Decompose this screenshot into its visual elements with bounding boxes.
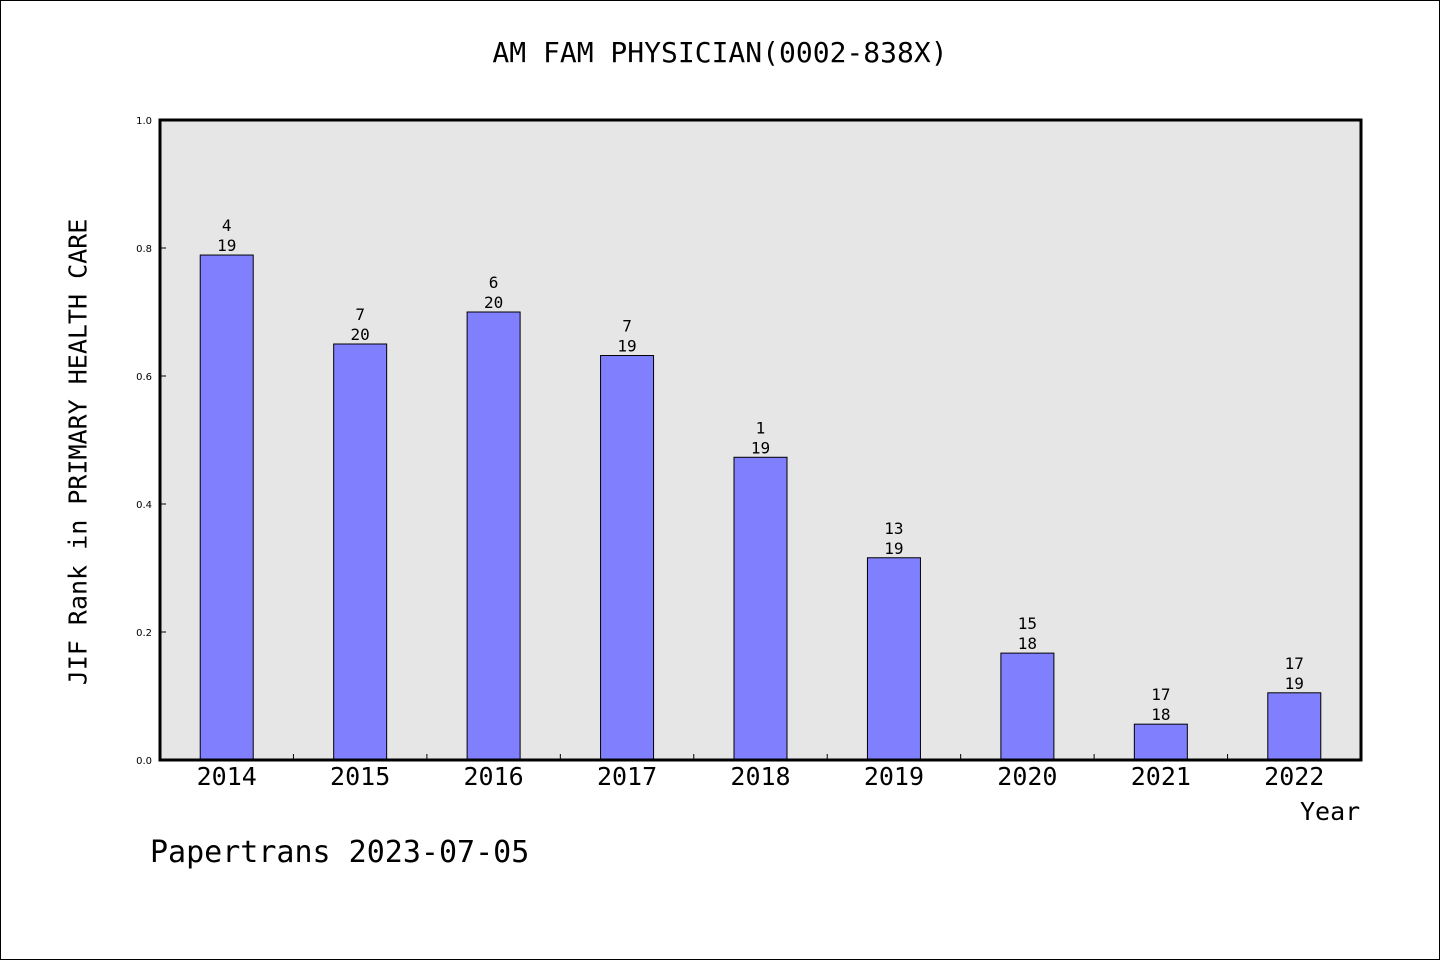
y-tick-label: 0.0 bbox=[136, 756, 152, 767]
bar-label-total: 19 bbox=[617, 337, 636, 356]
bar-2016 bbox=[466, 311, 521, 761]
bar-label-total: 19 bbox=[884, 539, 903, 558]
bar-label-rank: 15 bbox=[1018, 614, 1037, 633]
bar-2015 bbox=[333, 343, 388, 761]
bar-label-total: 20 bbox=[484, 293, 503, 312]
plot-border bbox=[158, 118, 1363, 762]
bar-label-rank: 6 bbox=[489, 273, 499, 292]
x-tick-label: 2021 bbox=[1131, 762, 1191, 791]
x-axis-label: Year bbox=[1300, 797, 1361, 826]
footer-text: Papertrans 2023-07-05 bbox=[150, 835, 530, 870]
bar-label-rank: 7 bbox=[355, 305, 365, 324]
bar-2019 bbox=[866, 557, 921, 761]
x-tick-label: 2016 bbox=[464, 762, 524, 791]
bar-label-rank: 13 bbox=[884, 519, 903, 538]
bar-label-total: 18 bbox=[1018, 634, 1037, 653]
x-tick-label: 2015 bbox=[330, 762, 390, 791]
bar-label-total: 19 bbox=[1285, 674, 1304, 693]
x-tick-label: 2017 bbox=[597, 762, 657, 791]
x-tick-label: 2022 bbox=[1264, 762, 1324, 791]
bar-label-total: 19 bbox=[751, 438, 770, 457]
bar-2020 bbox=[1000, 652, 1055, 761]
bar-2018 bbox=[733, 456, 788, 761]
bar-2017 bbox=[600, 355, 655, 761]
bar-2022 bbox=[1267, 692, 1322, 761]
bar-2021 bbox=[1133, 723, 1188, 761]
chart-title: AM FAM PHYSICIAN(0002-838X) bbox=[492, 36, 948, 69]
x-tick-label: 2020 bbox=[997, 762, 1057, 791]
bar-label-total: 20 bbox=[351, 325, 370, 344]
y-tick-label: 0.8 bbox=[136, 244, 152, 255]
bar-label-rank: 4 bbox=[222, 216, 232, 235]
bar-2014 bbox=[199, 254, 254, 761]
bar-label-total: 19 bbox=[217, 236, 236, 255]
bar-label-rank: 1 bbox=[756, 418, 766, 437]
x-tick-label: 2018 bbox=[730, 762, 790, 791]
bar-label-total: 18 bbox=[1151, 705, 1170, 724]
y-tick-label: 1.0 bbox=[136, 116, 152, 127]
x-tick-label: 2014 bbox=[197, 762, 257, 791]
y-tick-label: 0.4 bbox=[136, 500, 152, 511]
bar-label-rank: 7 bbox=[622, 317, 632, 336]
bar-label-rank: 17 bbox=[1151, 685, 1170, 704]
x-tick-label: 2019 bbox=[864, 762, 924, 791]
bar-label-rank: 17 bbox=[1285, 654, 1304, 673]
y-tick-label: 0.6 bbox=[136, 372, 152, 383]
y-tick-label: 0.2 bbox=[136, 628, 152, 639]
